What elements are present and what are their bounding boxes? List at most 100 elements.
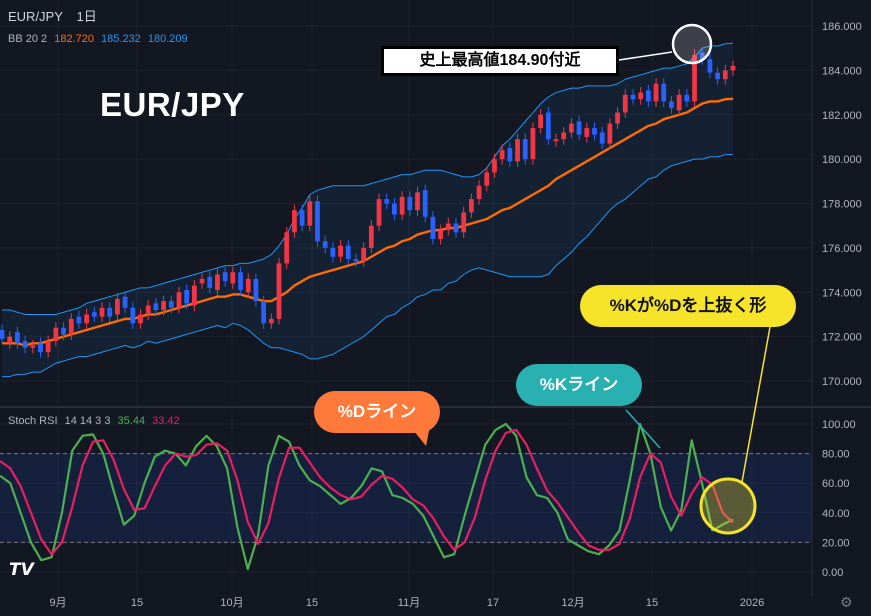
candle-body-62 xyxy=(476,185,482,200)
candle-55 xyxy=(422,184,428,223)
candle-body-53 xyxy=(407,196,413,211)
candle-body-49 xyxy=(376,199,382,226)
candle-body-50 xyxy=(384,199,390,204)
candle-body-73 xyxy=(561,132,567,140)
candle-body-5 xyxy=(38,343,43,353)
axes: 186.000 184.000 182.000 180.000 178.000 176.0… xyxy=(49,21,861,609)
candle-24 xyxy=(184,284,190,309)
stoch-tick-5: 0.00 xyxy=(822,567,843,579)
candle-81 xyxy=(622,89,628,119)
candle-body-20 xyxy=(153,303,159,310)
candle-body-26 xyxy=(199,278,205,284)
candle-body-58 xyxy=(445,223,451,231)
candle-52 xyxy=(399,191,405,221)
candle-body-47 xyxy=(361,247,367,262)
candle-45 xyxy=(345,240,351,265)
candle-30 xyxy=(230,266,236,289)
time-tick-8: 2026 xyxy=(740,597,764,609)
bb-mid-line xyxy=(2,97,734,347)
candle-body-25 xyxy=(191,285,197,306)
stoch-k-value: 35.44 xyxy=(117,415,146,427)
candle-82 xyxy=(630,89,636,105)
candle-body-38 xyxy=(292,210,297,233)
candle-20 xyxy=(153,297,159,316)
bb-lower-value: 180.209 xyxy=(147,33,188,45)
candle-27 xyxy=(207,271,213,294)
stoch-k-line xyxy=(0,422,734,571)
candle-35 xyxy=(268,313,274,329)
time-tick-1: 15 xyxy=(131,597,143,609)
price-tick-8: 170.000 xyxy=(822,376,862,388)
candle-body-89 xyxy=(684,94,690,102)
candle-83 xyxy=(638,87,644,105)
candle-68 xyxy=(522,133,528,165)
candle-66 xyxy=(507,142,513,167)
candle-body-51 xyxy=(392,203,397,215)
candle-60 xyxy=(461,206,467,238)
candle-body-15 xyxy=(115,298,120,315)
gear-icon[interactable]: ⚙ xyxy=(840,594,853,610)
annotation-overlays xyxy=(410,23,771,535)
time-tick-2: 10月 xyxy=(220,597,243,609)
candle-body-18 xyxy=(138,314,143,324)
candle-58 xyxy=(445,217,451,236)
candle-body-27 xyxy=(207,276,213,288)
candle-40 xyxy=(307,195,313,232)
interval-label[interactable]: 1日 xyxy=(76,9,97,24)
record-high-callout: 史上最高値184.90付近 xyxy=(381,46,619,76)
candle-65 xyxy=(499,144,505,165)
candle-body-59 xyxy=(453,223,459,233)
price-tick-2: 182.000 xyxy=(822,110,862,122)
candle-15 xyxy=(115,293,120,320)
candle-body-56 xyxy=(430,216,436,239)
candle-85 xyxy=(653,78,659,107)
candle-body-90 xyxy=(692,54,697,102)
candle-25 xyxy=(191,280,197,312)
time-tick-5: 17 xyxy=(487,597,499,609)
candle-31 xyxy=(238,266,243,296)
candle-5 xyxy=(38,337,43,358)
candle-75 xyxy=(576,115,582,141)
bb-indicator-label[interactable]: BB 20 2 xyxy=(8,33,48,45)
candle-body-92 xyxy=(707,59,713,73)
candle-80 xyxy=(615,106,620,130)
candle-41 xyxy=(315,195,320,247)
candle-body-60 xyxy=(461,212,467,233)
candle-86 xyxy=(661,78,667,107)
candle-body-30 xyxy=(230,272,236,284)
candle-body-69 xyxy=(530,128,536,160)
candle-body-17 xyxy=(130,307,136,324)
stoch-indicator-label[interactable]: Stoch RSI xyxy=(8,415,58,427)
candle-body-3 xyxy=(22,341,28,348)
stoch-d-line xyxy=(0,428,734,556)
candle-8 xyxy=(61,322,66,340)
candle-body-66 xyxy=(507,148,513,162)
candle-61 xyxy=(468,193,474,218)
tradingview-logo[interactable]: 𝙏𝙑 xyxy=(9,560,34,579)
candle-body-23 xyxy=(176,292,182,308)
candle-18 xyxy=(138,308,143,329)
candle-body-2 xyxy=(15,332,20,344)
candle-body-94 xyxy=(722,70,728,80)
candle-84 xyxy=(645,84,651,107)
stoch-d-value: 33.42 xyxy=(152,415,180,427)
cross-callout-leader xyxy=(741,326,771,483)
stoch-tick-4: 20.00 xyxy=(822,537,850,549)
candle-2 xyxy=(15,326,20,349)
price-tick-4: 178.000 xyxy=(822,199,862,211)
stoch-band-fill xyxy=(0,453,812,543)
candle-body-0 xyxy=(0,329,5,339)
candle-body-33 xyxy=(253,278,259,302)
candle-12 xyxy=(91,306,97,323)
cross-callout: %Kが%Dを上抜く形 xyxy=(580,285,796,327)
record-high-leader xyxy=(618,51,673,61)
candle-48 xyxy=(368,220,374,254)
candle-body-61 xyxy=(468,199,474,213)
candle-0 xyxy=(0,324,5,345)
candle-body-29 xyxy=(222,272,228,282)
candle-64 xyxy=(492,153,497,178)
candle-body-77 xyxy=(592,128,597,135)
candle-body-37 xyxy=(284,232,290,264)
candle-body-13 xyxy=(99,307,105,317)
symbol-label[interactable]: EUR/JPY xyxy=(8,9,63,24)
